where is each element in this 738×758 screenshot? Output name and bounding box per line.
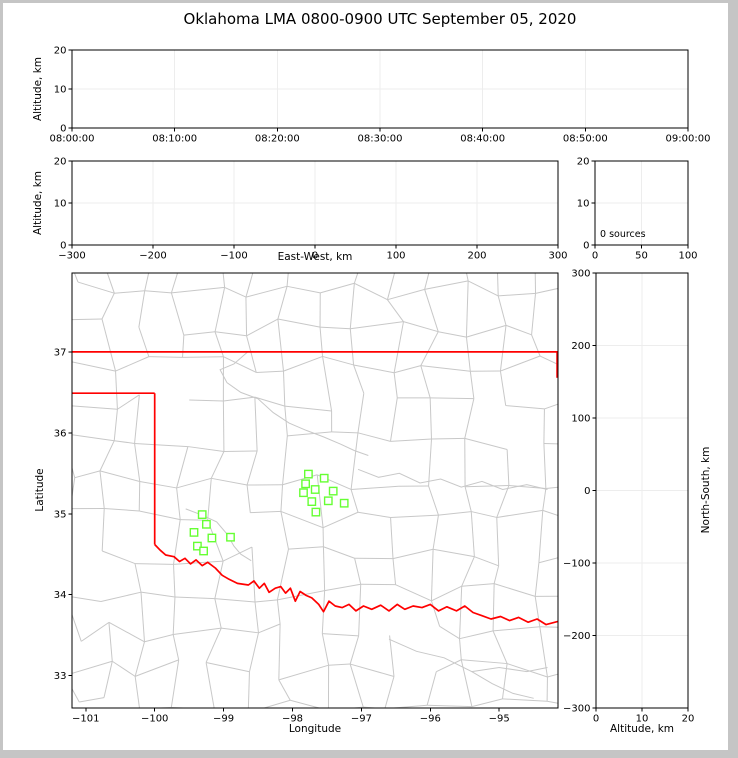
x-tick-label: 100 bbox=[678, 251, 697, 262]
x-tick-label: 09:00:00 bbox=[666, 134, 711, 145]
lma-station-marker bbox=[226, 532, 235, 542]
y-tick-label: 33 bbox=[54, 671, 67, 682]
map-xlabel: Longitude bbox=[288, 723, 342, 735]
y-tick-label: 0 bbox=[584, 486, 590, 497]
x-tick-label: −300 bbox=[58, 251, 85, 262]
water-features bbox=[185, 351, 548, 699]
panel-spine bbox=[71, 272, 559, 709]
gridlines bbox=[71, 49, 689, 129]
x-tick-label: 0 bbox=[592, 251, 598, 262]
y-tick-label: 20 bbox=[54, 46, 67, 57]
ticks: −101 −100 −99 −98 −97 −96 −95 33 34 35 36 37 bbox=[54, 347, 510, 724]
lma-station-marker bbox=[299, 488, 308, 498]
panel-plan_map: −101 −100 −99 −98 −97 −96 −95 33 34 35 36 37 bbox=[54, 272, 559, 725]
time-panel-ylabel: Altitude, km bbox=[32, 56, 44, 122]
panel-source_count: 0 50 100 0 10 20 bbox=[577, 157, 698, 262]
y-tick-label: −100 bbox=[563, 559, 590, 570]
y-tick-label: 10 bbox=[54, 199, 67, 210]
lma-station-marker bbox=[339, 498, 349, 508]
ticks: −300 −200 −100 0 100 200 300 0 10 20 bbox=[54, 157, 568, 262]
y-tick-label: 10 bbox=[54, 85, 67, 96]
y-tick-label: −300 bbox=[563, 704, 590, 715]
gridlines bbox=[595, 272, 689, 709]
lma-station-marker bbox=[207, 533, 217, 543]
lma-station-marker bbox=[197, 510, 207, 519]
y-tick-label: 35 bbox=[54, 509, 67, 520]
lma-station-marker bbox=[319, 473, 329, 483]
x-tick-label: −98 bbox=[282, 714, 303, 725]
lma-station-marker bbox=[311, 507, 321, 517]
x-tick-label: −101 bbox=[72, 714, 99, 725]
sources-count-label: 0 sources bbox=[600, 229, 646, 240]
lma-station-marker bbox=[310, 485, 320, 494]
y-tick-label: 34 bbox=[54, 590, 67, 601]
ticks: 0 10 20 300 200 100 0 −100 −200 −300 bbox=[563, 269, 694, 725]
x-tick-label: 50 bbox=[635, 251, 648, 262]
x-tick-label: 10 bbox=[636, 714, 649, 725]
ew-panel-xlabel: East-West, km bbox=[277, 251, 353, 263]
x-tick-label: 08:00:00 bbox=[50, 134, 95, 145]
lma-station-marker bbox=[189, 528, 199, 537]
plot-title: Oklahoma LMA 0800-0900 UTC September 05,… bbox=[183, 10, 577, 28]
map-ylabel: Latitude bbox=[34, 468, 46, 512]
y-tick-label: 20 bbox=[577, 157, 590, 168]
x-tick-label: −97 bbox=[351, 714, 372, 725]
cimarron-river bbox=[219, 351, 369, 456]
y-tick-label: −200 bbox=[563, 631, 590, 642]
panel-time_altitude: 08:00:00 08:10:00 08:20:00 08:30:00 08:40:00… bbox=[50, 46, 711, 145]
gridlines bbox=[71, 160, 559, 246]
y-tick-label: 10 bbox=[577, 199, 590, 210]
x-tick-label: 08:20:00 bbox=[255, 134, 300, 145]
lma-station-marker bbox=[301, 479, 310, 489]
x-tick-label: 08:50:00 bbox=[563, 134, 608, 145]
canadian-river bbox=[357, 468, 548, 491]
panel-ew_altitude: −300 −200 −100 0 100 200 300 0 10 20 bbox=[54, 157, 568, 262]
lma-station-marker bbox=[192, 541, 202, 551]
x-tick-label: −100 bbox=[220, 251, 247, 262]
x-tick-label: 08:10:00 bbox=[152, 134, 197, 145]
sulphur-river bbox=[388, 638, 534, 699]
x-tick-label: 0 bbox=[593, 714, 599, 725]
sulphur-river-branch bbox=[471, 666, 548, 673]
x-tick-label: −96 bbox=[420, 714, 441, 725]
lma-station-marker bbox=[307, 497, 317, 506]
lma-stations bbox=[189, 469, 349, 556]
map-layers bbox=[72, 273, 558, 708]
lma-station-marker bbox=[199, 546, 208, 556]
x-tick-label: 200 bbox=[467, 251, 486, 262]
ns-panel-ylabel: North-South, km bbox=[700, 446, 712, 534]
y-tick-label: 0 bbox=[583, 241, 589, 252]
lma-station-marker bbox=[201, 519, 211, 529]
x-tick-label: −100 bbox=[141, 714, 168, 725]
ew-panel-ylabel: Altitude, km bbox=[32, 170, 44, 236]
y-tick-label: 20 bbox=[54, 157, 67, 168]
lma-station-marker bbox=[328, 486, 338, 496]
county-lines bbox=[72, 273, 558, 708]
y-tick-label: 36 bbox=[54, 428, 67, 439]
y-tick-label: 300 bbox=[571, 269, 590, 280]
lma-station-marker bbox=[304, 469, 313, 479]
y-tick-label: 0 bbox=[60, 124, 66, 135]
lma-station-marker bbox=[323, 496, 333, 506]
x-tick-label: 20 bbox=[682, 714, 695, 725]
x-tick-label: 100 bbox=[386, 251, 405, 262]
ns-panel-xlabel: Altitude, km bbox=[609, 723, 674, 735]
ticks: 08:00:00 08:10:00 08:20:00 08:30:00 08:40:00… bbox=[50, 46, 711, 145]
red-river-texas-border bbox=[154, 543, 558, 626]
panel-ns_altitude: 0 10 20 300 200 100 0 −100 −200 −300 bbox=[563, 269, 694, 725]
x-tick-label: −200 bbox=[139, 251, 166, 262]
x-tick-label: 0 bbox=[312, 251, 318, 262]
x-tick-label: −99 bbox=[213, 714, 234, 725]
x-tick-label: 300 bbox=[548, 251, 567, 262]
y-tick-label: 100 bbox=[571, 414, 590, 425]
y-tick-label: 37 bbox=[54, 347, 67, 358]
y-tick-label: 200 bbox=[571, 341, 590, 352]
y-tick-label: 0 bbox=[60, 241, 66, 252]
x-tick-label: 08:40:00 bbox=[460, 134, 505, 145]
x-tick-label: 08:30:00 bbox=[358, 134, 403, 145]
x-tick-label: −95 bbox=[489, 714, 510, 725]
ticks: 0 50 100 0 10 20 bbox=[577, 157, 698, 262]
state-border-lines bbox=[72, 351, 558, 626]
